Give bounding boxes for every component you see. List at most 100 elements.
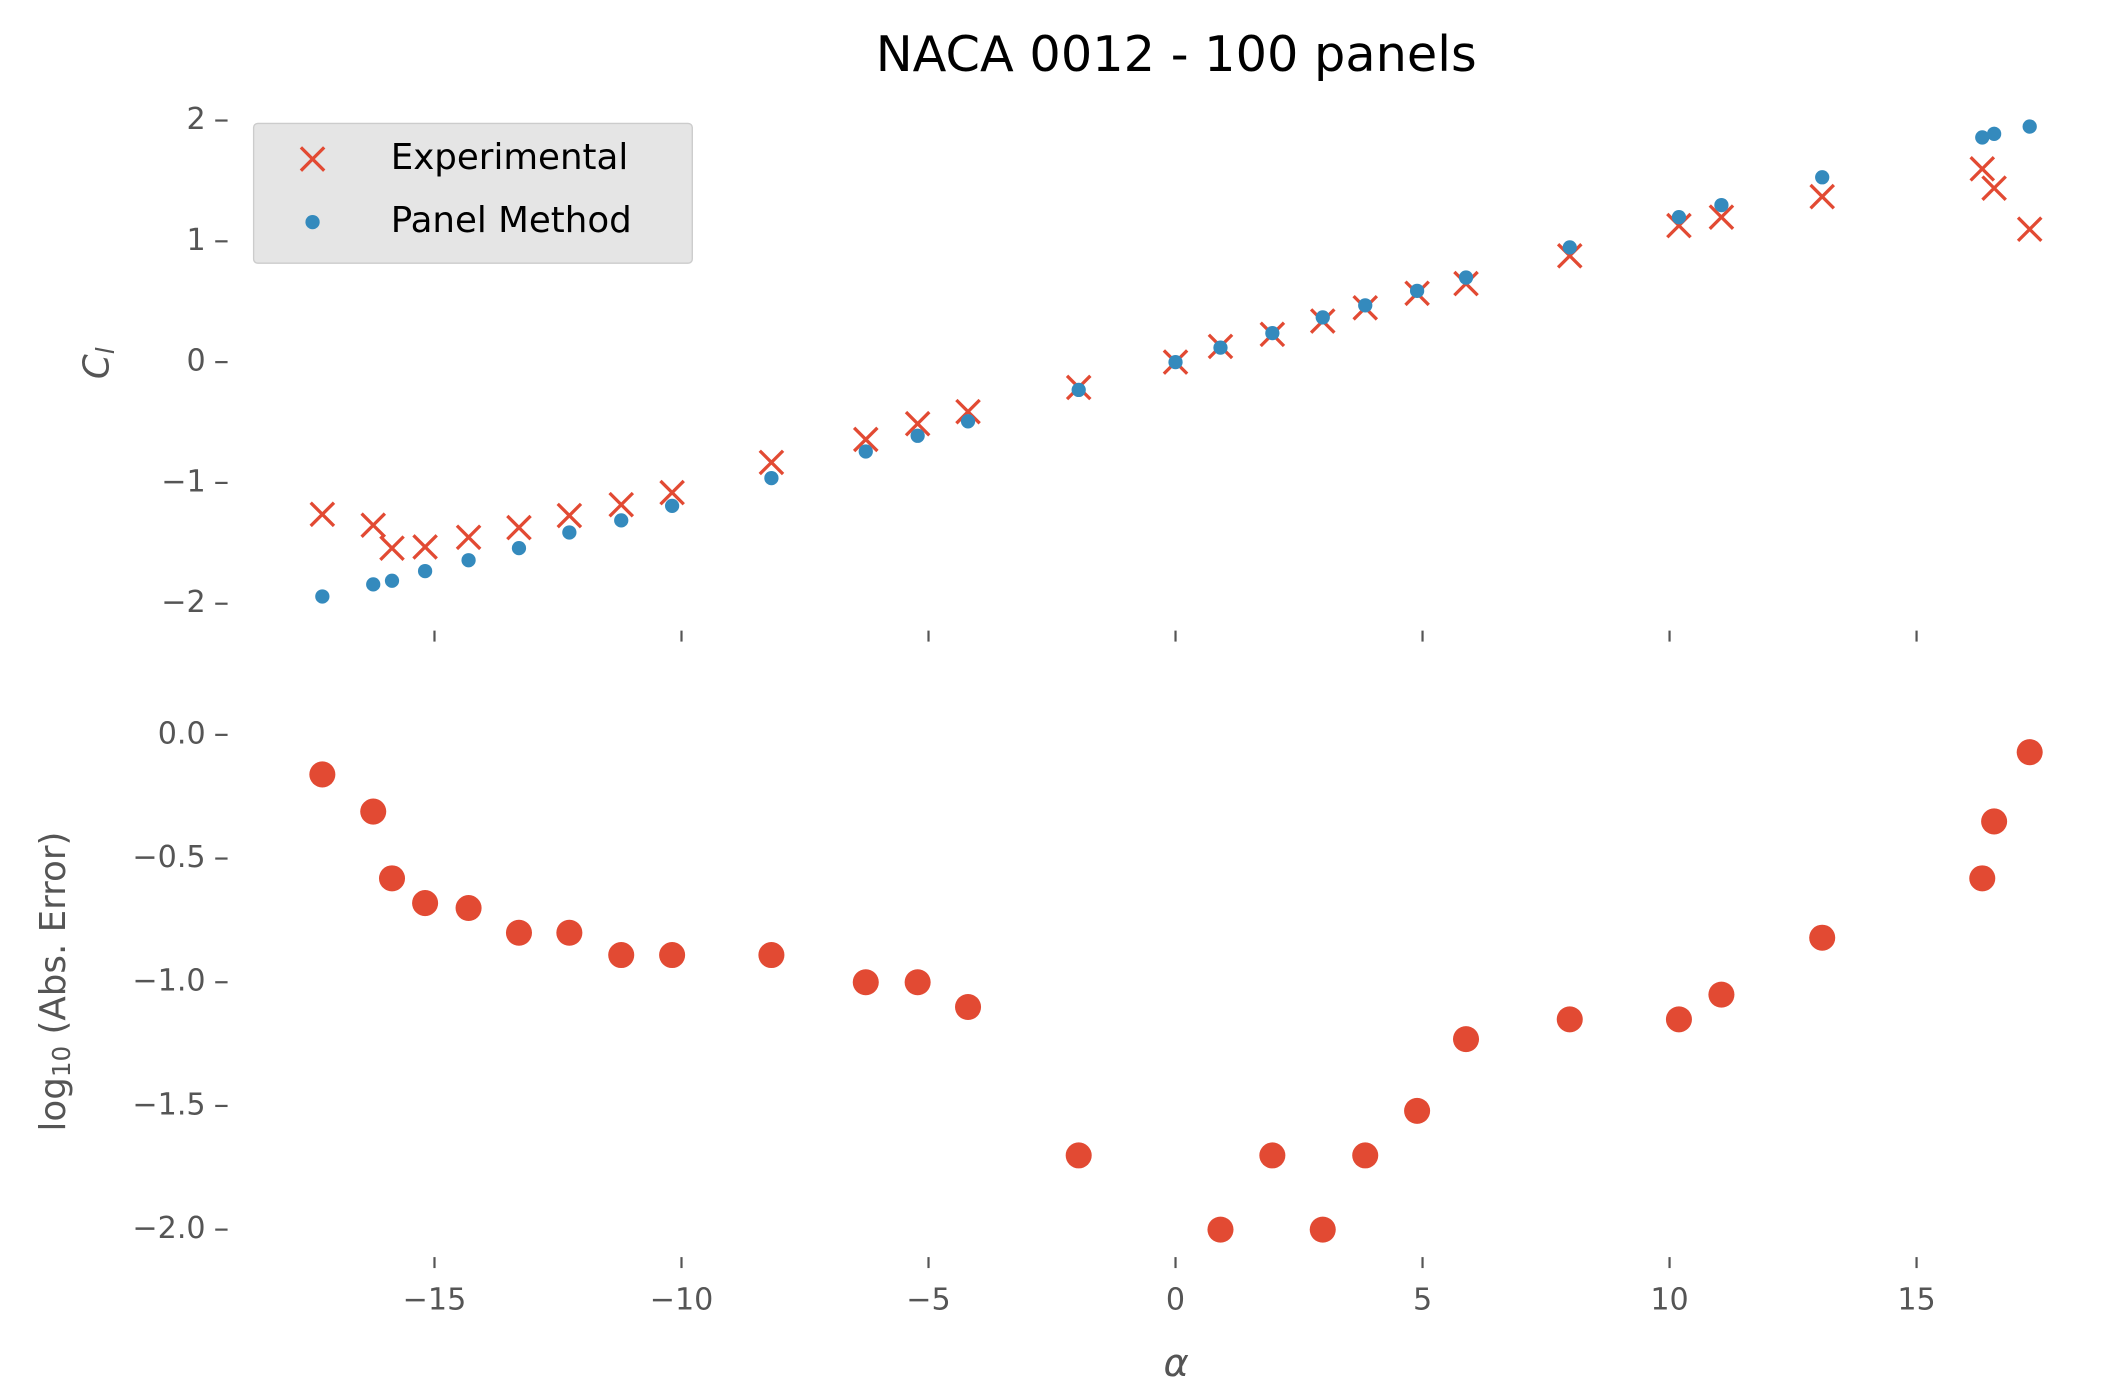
x-marker xyxy=(1809,183,1836,210)
dot-marker xyxy=(1265,325,1280,341)
dot-marker xyxy=(608,942,635,969)
x-marker xyxy=(758,449,785,476)
x-tick-label: 5 xyxy=(1413,1282,1432,1317)
x-marker xyxy=(1981,175,2007,201)
dot-marker xyxy=(2022,119,2037,134)
dot-marker xyxy=(1213,340,1228,355)
dot-marker xyxy=(858,444,873,459)
y-tick-label: −1.0 xyxy=(132,964,205,999)
dot-marker xyxy=(1975,130,1990,145)
y-tick-label: 0 xyxy=(186,344,205,379)
dot-marker xyxy=(417,563,433,579)
dot-marker xyxy=(1404,1097,1431,1124)
x-marker xyxy=(412,534,438,560)
y-axis-label: log10 (Abs. Error) xyxy=(33,832,76,1132)
dot-marker xyxy=(505,919,532,946)
dot-marker xyxy=(1458,270,1474,285)
y-axis-label: Cl xyxy=(77,347,120,379)
dot-marker xyxy=(2016,739,2043,766)
legend-label: Panel Method xyxy=(391,200,632,241)
dot-marker xyxy=(1315,310,1330,325)
dot-marker xyxy=(955,993,982,1021)
y-tick-label: −1 xyxy=(161,464,205,499)
dot-marker xyxy=(1207,1216,1234,1243)
y-tick-label: −0.5 xyxy=(132,840,205,875)
x-marker xyxy=(955,398,981,425)
dot-marker xyxy=(614,513,629,528)
x-tick-label: −10 xyxy=(650,1282,714,1317)
dot-marker xyxy=(511,541,527,556)
x-marker xyxy=(1666,212,1692,239)
y-tick-label: 1 xyxy=(186,223,205,258)
dot-marker xyxy=(1352,1142,1379,1169)
dot-marker xyxy=(1452,1026,1480,1053)
x-marker xyxy=(506,514,532,541)
dot-marker xyxy=(764,470,779,486)
dot-marker xyxy=(1815,170,1830,185)
dot-marker xyxy=(1714,197,1729,213)
x-marker xyxy=(360,512,387,539)
x-marker xyxy=(659,479,685,506)
dot-marker xyxy=(1981,808,2008,835)
x-marker xyxy=(455,524,482,551)
x-marker xyxy=(1556,243,1583,269)
dot-marker xyxy=(1665,1006,1692,1033)
chart-title: NACA 0012 - 100 panels xyxy=(876,25,1477,83)
dot-marker xyxy=(1071,382,1086,398)
dot-marker xyxy=(461,553,476,568)
dot-marker xyxy=(1986,126,2002,141)
x-axis-label: α xyxy=(1164,1341,1189,1386)
dot-marker xyxy=(1809,924,1836,951)
dot-marker xyxy=(960,414,976,429)
dot-marker xyxy=(1309,1216,1336,1243)
legend-box xyxy=(252,122,693,264)
y-tick-label: 2 xyxy=(186,102,205,137)
y-tick-label: −1.5 xyxy=(132,1087,205,1122)
dot-marker xyxy=(664,498,680,513)
x-marker xyxy=(904,410,931,437)
dot-marker xyxy=(1671,210,1687,225)
dot-marker xyxy=(1065,1142,1092,1169)
dot-marker xyxy=(384,573,400,588)
dot-marker xyxy=(904,969,931,996)
dot-marker xyxy=(1556,1006,1583,1033)
x-tick-label: 0 xyxy=(1166,1282,1185,1317)
x-tick-label: −15 xyxy=(403,1282,467,1317)
dot-marker xyxy=(852,969,879,996)
x-tick-label: 10 xyxy=(1650,1282,1688,1317)
x-marker xyxy=(852,426,879,453)
legend-label: Experimental xyxy=(391,137,629,178)
x-marker xyxy=(309,501,336,528)
y-label-base: log xyxy=(33,1077,74,1131)
y-tick-label: 0.0 xyxy=(158,716,206,751)
x-tick-label: 15 xyxy=(1897,1282,1935,1317)
x-marker xyxy=(608,491,635,518)
dot-marker xyxy=(1259,1142,1286,1169)
dot-marker xyxy=(360,798,387,825)
y-label-sub: l xyxy=(91,347,120,354)
y-tick-label: −2.0 xyxy=(132,1211,205,1246)
legend-marker xyxy=(299,146,326,172)
y-label-sub: 10 xyxy=(47,1046,76,1077)
dot-marker xyxy=(556,919,583,946)
dot-marker xyxy=(309,761,336,788)
dot-marker xyxy=(659,942,686,969)
x-marker xyxy=(1708,204,1735,230)
dot-marker xyxy=(366,577,381,592)
x-marker xyxy=(1969,156,1996,182)
x-marker xyxy=(2016,216,2043,243)
dot-marker xyxy=(1168,354,1183,370)
dot-marker xyxy=(412,890,439,917)
x-marker xyxy=(556,502,583,529)
y-tick-label: −2 xyxy=(161,585,205,620)
x-marker xyxy=(379,535,405,561)
dot-marker xyxy=(1708,981,1735,1008)
dot-marker xyxy=(1562,240,1577,255)
dot-marker xyxy=(378,865,406,892)
dot-marker xyxy=(1358,298,1373,313)
legend-marker xyxy=(305,214,320,230)
dot-marker xyxy=(758,942,785,969)
dot-marker xyxy=(562,525,577,540)
dot-marker xyxy=(1409,283,1425,298)
